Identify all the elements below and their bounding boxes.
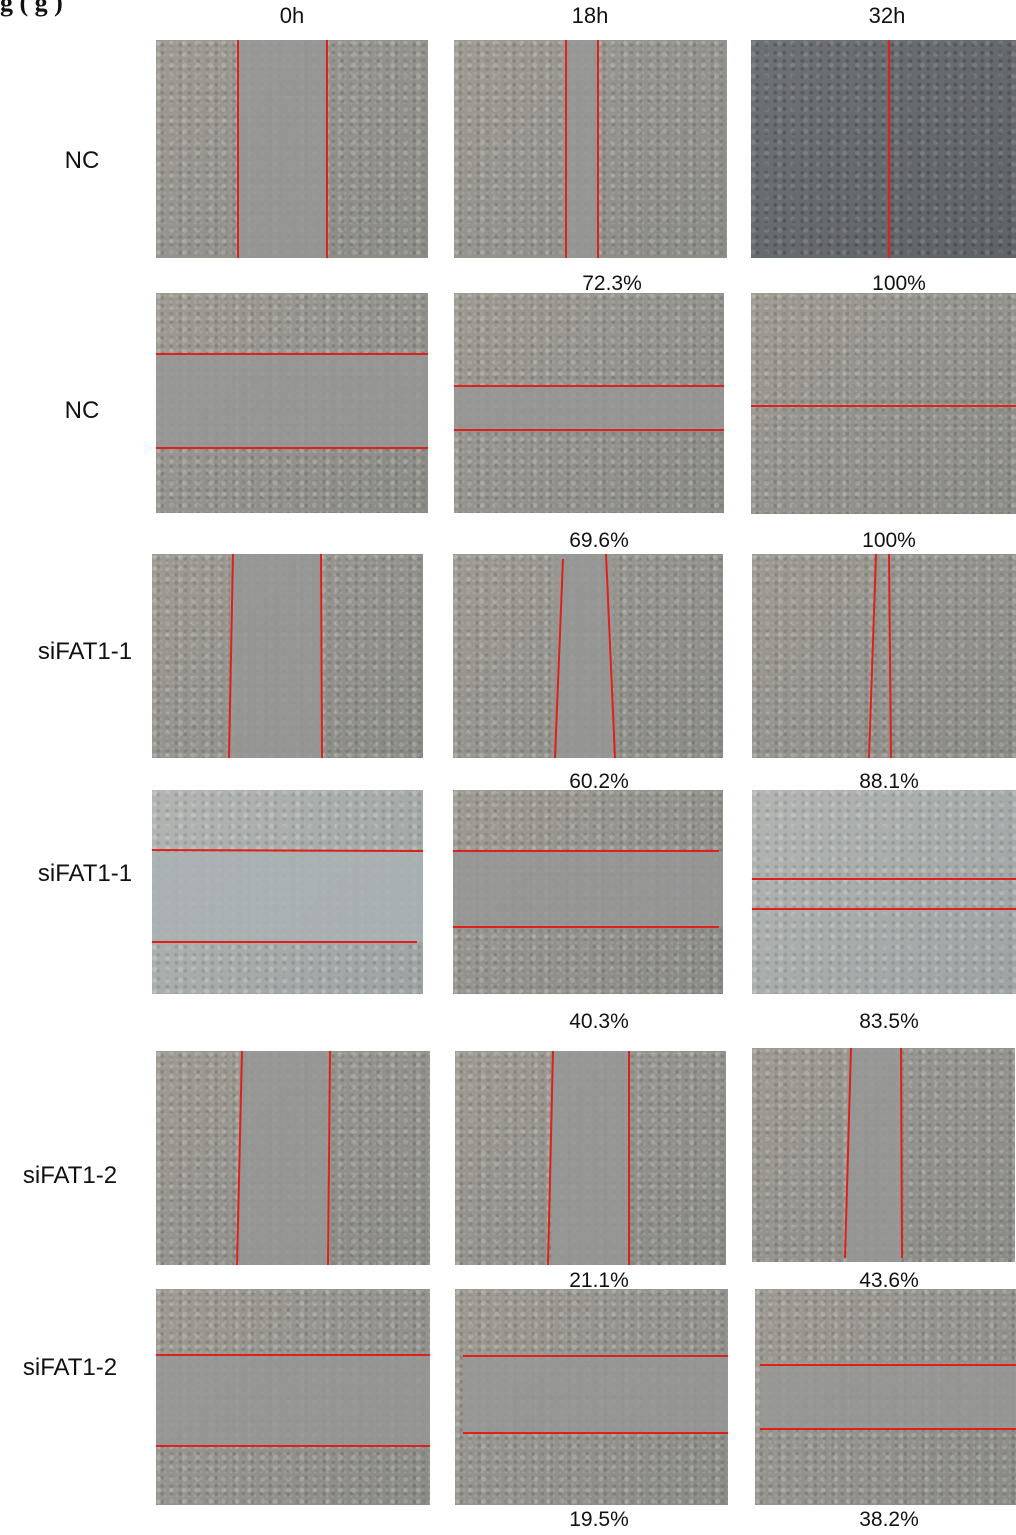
closure-pct-18h: 72.3% [582,272,642,295]
closure-pct-32h: 43.6% [859,1269,919,1292]
row-label: siFAT1-1 [37,638,133,665]
closure-pct-18h: 19.5% [569,1508,629,1531]
micrograph-nc-18h [454,293,724,513]
micrograph-sifat1-2-0h [156,1289,430,1505]
micrograph-sifat1-1-0h [152,790,423,994]
micrograph-sifat1-1-32h [752,790,1016,994]
closure-pct-32h: 83.5% [859,1010,919,1033]
closure-pct-32h: 38.2% [859,1508,919,1531]
closure-pct-18h: 40.3% [569,1010,629,1033]
micrograph-sifat1-2-0h [156,1051,430,1265]
micrograph-sifat1-1-32h [752,554,1016,758]
row-label: siFAT1-2 [22,1354,118,1381]
closure-pct-18h: 21.1% [569,1269,629,1292]
closure-pct-18h: 69.6% [569,529,629,552]
micrograph-sifat1-2-32h [752,1048,1015,1262]
column-header-0h: 0h [279,3,305,28]
micrograph-sifat1-1-18h [453,790,723,994]
closure-pct-18h: 60.2% [569,770,629,793]
column-header-32h: 32h [868,3,906,28]
figure-title-fragment: g ( g ) [0,0,63,17]
micrograph-nc-0h [156,293,428,513]
micrograph-sifat1-1-0h [152,554,423,758]
micrograph-sifat1-2-18h [455,1051,726,1265]
row-label: siFAT1-1 [37,860,133,887]
closure-pct-32h: 100% [872,272,926,295]
column-header-18h: 18h [571,3,609,28]
micrograph-nc-18h [454,40,727,258]
micrograph-sifat1-1-18h [453,554,723,758]
closure-pct-32h: 88.1% [859,770,919,793]
micrograph-nc-32h [751,40,1016,258]
row-label: NC [64,397,100,424]
closure-pct-32h: 100% [862,529,916,552]
micrograph-nc-32h [751,293,1016,514]
micrograph-sifat1-2-18h [455,1289,728,1505]
micrograph-nc-0h [156,40,428,258]
row-label: NC [64,147,100,174]
micrograph-sifat1-2-32h [755,1289,1016,1505]
row-label: siFAT1-2 [22,1162,118,1189]
